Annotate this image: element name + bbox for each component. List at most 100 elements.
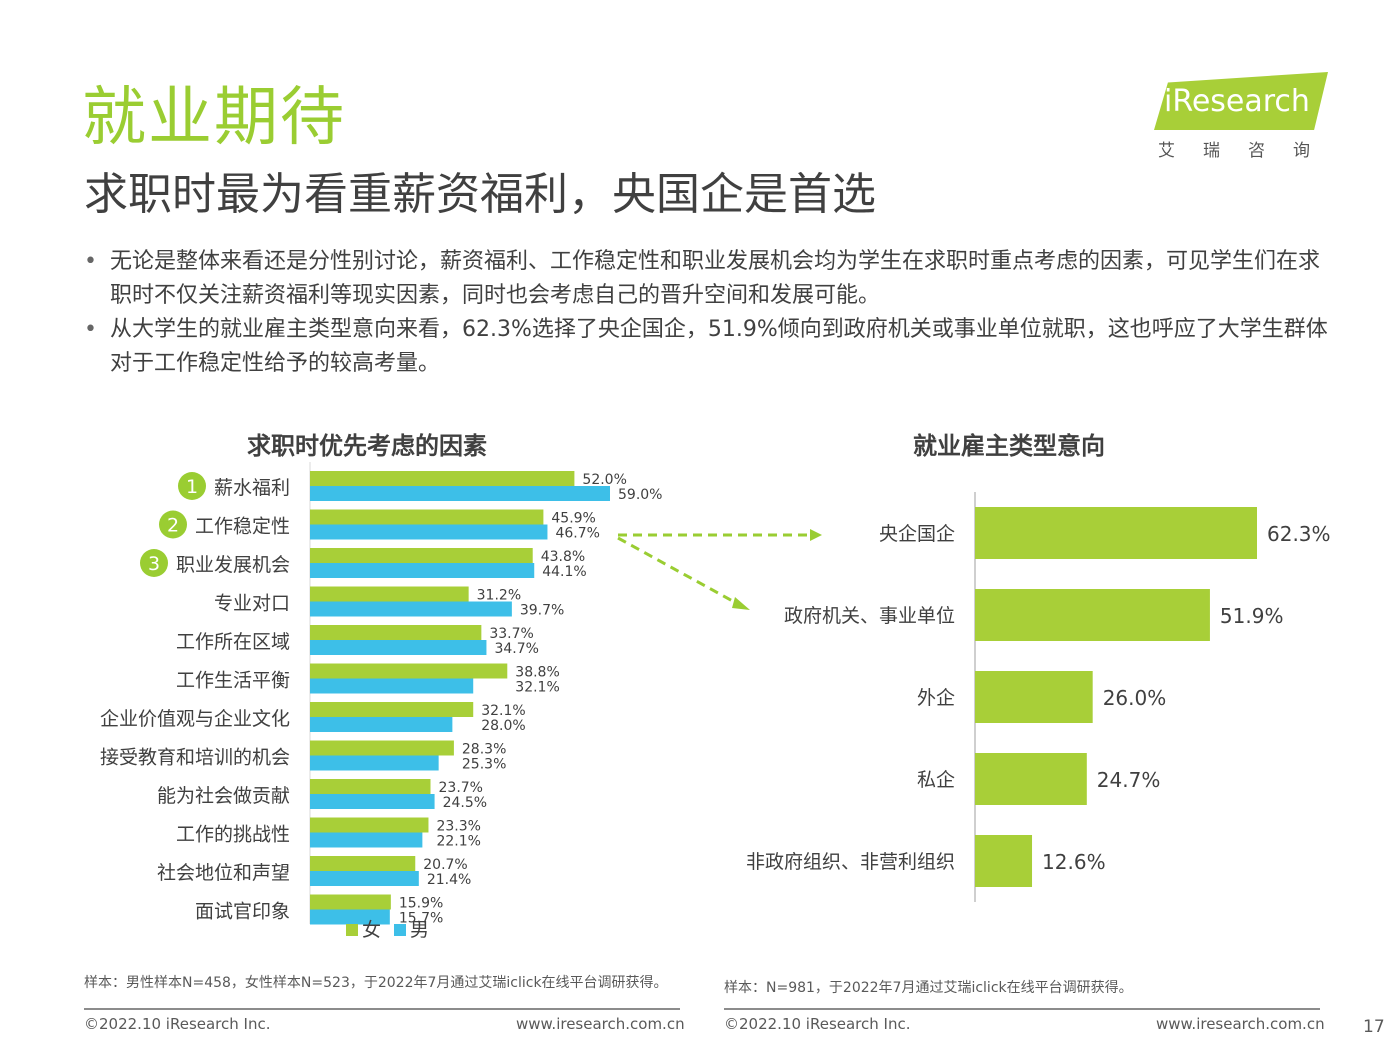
category-label: 工作稳定性 — [195, 516, 290, 538]
female-value-label: 32.1% — [481, 703, 525, 719]
employer-type-bar-chart: 央企国企 62.3% 政府机关、事业单位 51.9% 外企 26.0% 私企 24.7% 非政府… — [746, 492, 1331, 902]
category-label: 职业发展机会 — [176, 554, 290, 576]
footer-url-right: www.iresearch.com.cn — [1156, 1015, 1325, 1033]
male-value-label: 39.7% — [520, 603, 564, 619]
category-label: 工作所在区域 — [176, 631, 290, 653]
footer-copyright-right: ©2022.10 iResearch Inc. — [724, 1015, 911, 1033]
right-chart-title: 就业雇主类型意向 — [913, 432, 1105, 460]
female-value-label: 43.8% — [541, 549, 585, 565]
employer-bar — [975, 589, 1210, 641]
bullet-dot-icon: • — [84, 317, 97, 342]
female-value-label: 38.8% — [515, 665, 559, 681]
value-label: 24.7% — [1097, 768, 1161, 792]
factors-bar-chart: 薪水福利 1 52.0%59.0% 工作稳定性 2 45.9%46.7% 职业发展机会 3 43… — [100, 462, 662, 941]
female-bar — [310, 894, 391, 910]
bullet-item: • 从大学生的就业雇主类型意向来看，62.3%选择了央企国企，51.9%倾向到政… — [84, 313, 1334, 381]
value-label: 26.0% — [1103, 686, 1167, 710]
female-bar — [310, 779, 431, 794]
legend-label-male: 男 — [410, 919, 429, 941]
bullet-dot-icon: • — [84, 249, 97, 274]
footer-divider-left — [84, 1008, 680, 1010]
female-bar — [310, 509, 544, 525]
category-label: 面试官印象 — [195, 901, 290, 923]
logo-subtext: 艾瑞咨询 — [1158, 141, 1338, 161]
page-title: 就业期待 — [82, 81, 346, 155]
female-value-label: 23.3% — [436, 819, 480, 835]
male-value-label: 24.5% — [443, 795, 487, 811]
male-value-label: 15.7% — [399, 911, 443, 927]
value-label: 62.3% — [1267, 522, 1331, 546]
employer-bar — [975, 671, 1093, 723]
category-label: 薪水福利 — [214, 477, 290, 499]
left-chart-title: 求职时优先考虑的因素 — [247, 432, 487, 460]
category-label: 接受教育和培训的机会 — [100, 747, 290, 769]
female-bar — [310, 625, 482, 640]
category-label: 私企 — [917, 769, 955, 791]
rank-badge-number: 2 — [167, 515, 179, 537]
rank-badge-number: 3 — [148, 553, 160, 575]
footer-url-left: www.iresearch.com.cn — [516, 1015, 685, 1033]
logo-band — [1154, 72, 1328, 130]
category-label: 非政府组织、非营利组织 — [746, 851, 955, 873]
male-bar — [310, 563, 535, 578]
bullet-item: • 无论是整体来看还是分性别讨论，薪资福利、工作稳定性和职业发展机会均为学生在求… — [84, 245, 1334, 313]
male-bar — [310, 794, 435, 809]
male-value-label: 21.4% — [427, 872, 471, 888]
male-value-label: 34.7% — [494, 641, 538, 657]
category-label: 工作生活平衡 — [176, 670, 290, 692]
rank-badge-icon — [140, 549, 168, 577]
female-bar — [310, 663, 508, 679]
male-bar — [310, 871, 419, 886]
female-value-label: 23.7% — [439, 780, 483, 796]
female-bar — [310, 548, 533, 563]
male-value-label: 44.1% — [542, 564, 586, 580]
male-bar — [310, 832, 423, 848]
right-footnote: 样本：N=981，于2022年7月通过艾瑞iclick在线平台调研获得。 — [724, 980, 1133, 996]
page-subtitle: 求职时最为看重薪资福利，央国企是首选 — [84, 169, 876, 220]
female-bar — [310, 856, 416, 871]
female-value-label: 20.7% — [423, 857, 467, 873]
female-bar — [310, 586, 469, 602]
male-value-label: 28.0% — [481, 718, 525, 734]
male-bar — [310, 909, 390, 925]
category-label: 专业对口 — [214, 593, 290, 615]
category-label: 工作的挑战性 — [176, 824, 290, 846]
left-footnote: 样本：男性样本N=458，女性样本N=523，于2022年7月通过艾瑞iclic… — [84, 975, 668, 991]
female-value-label: 28.3% — [462, 742, 506, 758]
legend-swatch-male — [394, 924, 406, 936]
male-bar — [310, 717, 453, 732]
male-value-label: 25.3% — [462, 757, 506, 773]
category-label: 社会地位和声望 — [157, 862, 290, 884]
female-value-label: 52.0% — [582, 472, 626, 488]
category-label: 央企国企 — [879, 523, 955, 545]
male-bar — [310, 524, 548, 540]
male-bar — [310, 486, 610, 501]
legend-swatch-female — [346, 924, 358, 936]
employer-bar — [975, 753, 1087, 805]
iresearch-logo: iResearch 艾瑞咨询 — [1150, 72, 1340, 162]
page-number: 17 — [1363, 1017, 1385, 1037]
male-value-label: 46.7% — [555, 526, 599, 542]
legend-label-female: 女 — [362, 919, 381, 941]
female-bar — [310, 817, 429, 833]
logo-text: iResearch — [1164, 84, 1310, 119]
rank-badge-number: 1 — [186, 476, 198, 498]
category-label: 能为社会做贡献 — [157, 785, 290, 807]
value-label: 51.9% — [1220, 604, 1284, 628]
footer-copyright-left: ©2022.10 iResearch Inc. — [84, 1015, 271, 1033]
arrow-head-icon — [810, 529, 822, 541]
bullet-list: • 无论是整体来看还是分性别讨论，薪资福利、工作稳定性和职业发展机会均为学生在求… — [84, 245, 1334, 381]
female-bar — [310, 471, 575, 486]
arrow-head-icon — [732, 597, 750, 610]
male-value-label: 22.1% — [436, 834, 480, 850]
category-label: 政府机关、事业单位 — [784, 605, 955, 627]
male-bar — [310, 678, 474, 694]
female-bar — [310, 740, 454, 756]
category-label: 外企 — [917, 687, 955, 709]
rank-badge-icon — [159, 510, 187, 539]
category-label: 企业价值观与企业文化 — [100, 708, 290, 730]
male-bar — [310, 640, 487, 655]
male-bar — [310, 755, 439, 771]
female-value-label: 15.9% — [399, 896, 443, 912]
employer-bar — [975, 835, 1033, 887]
